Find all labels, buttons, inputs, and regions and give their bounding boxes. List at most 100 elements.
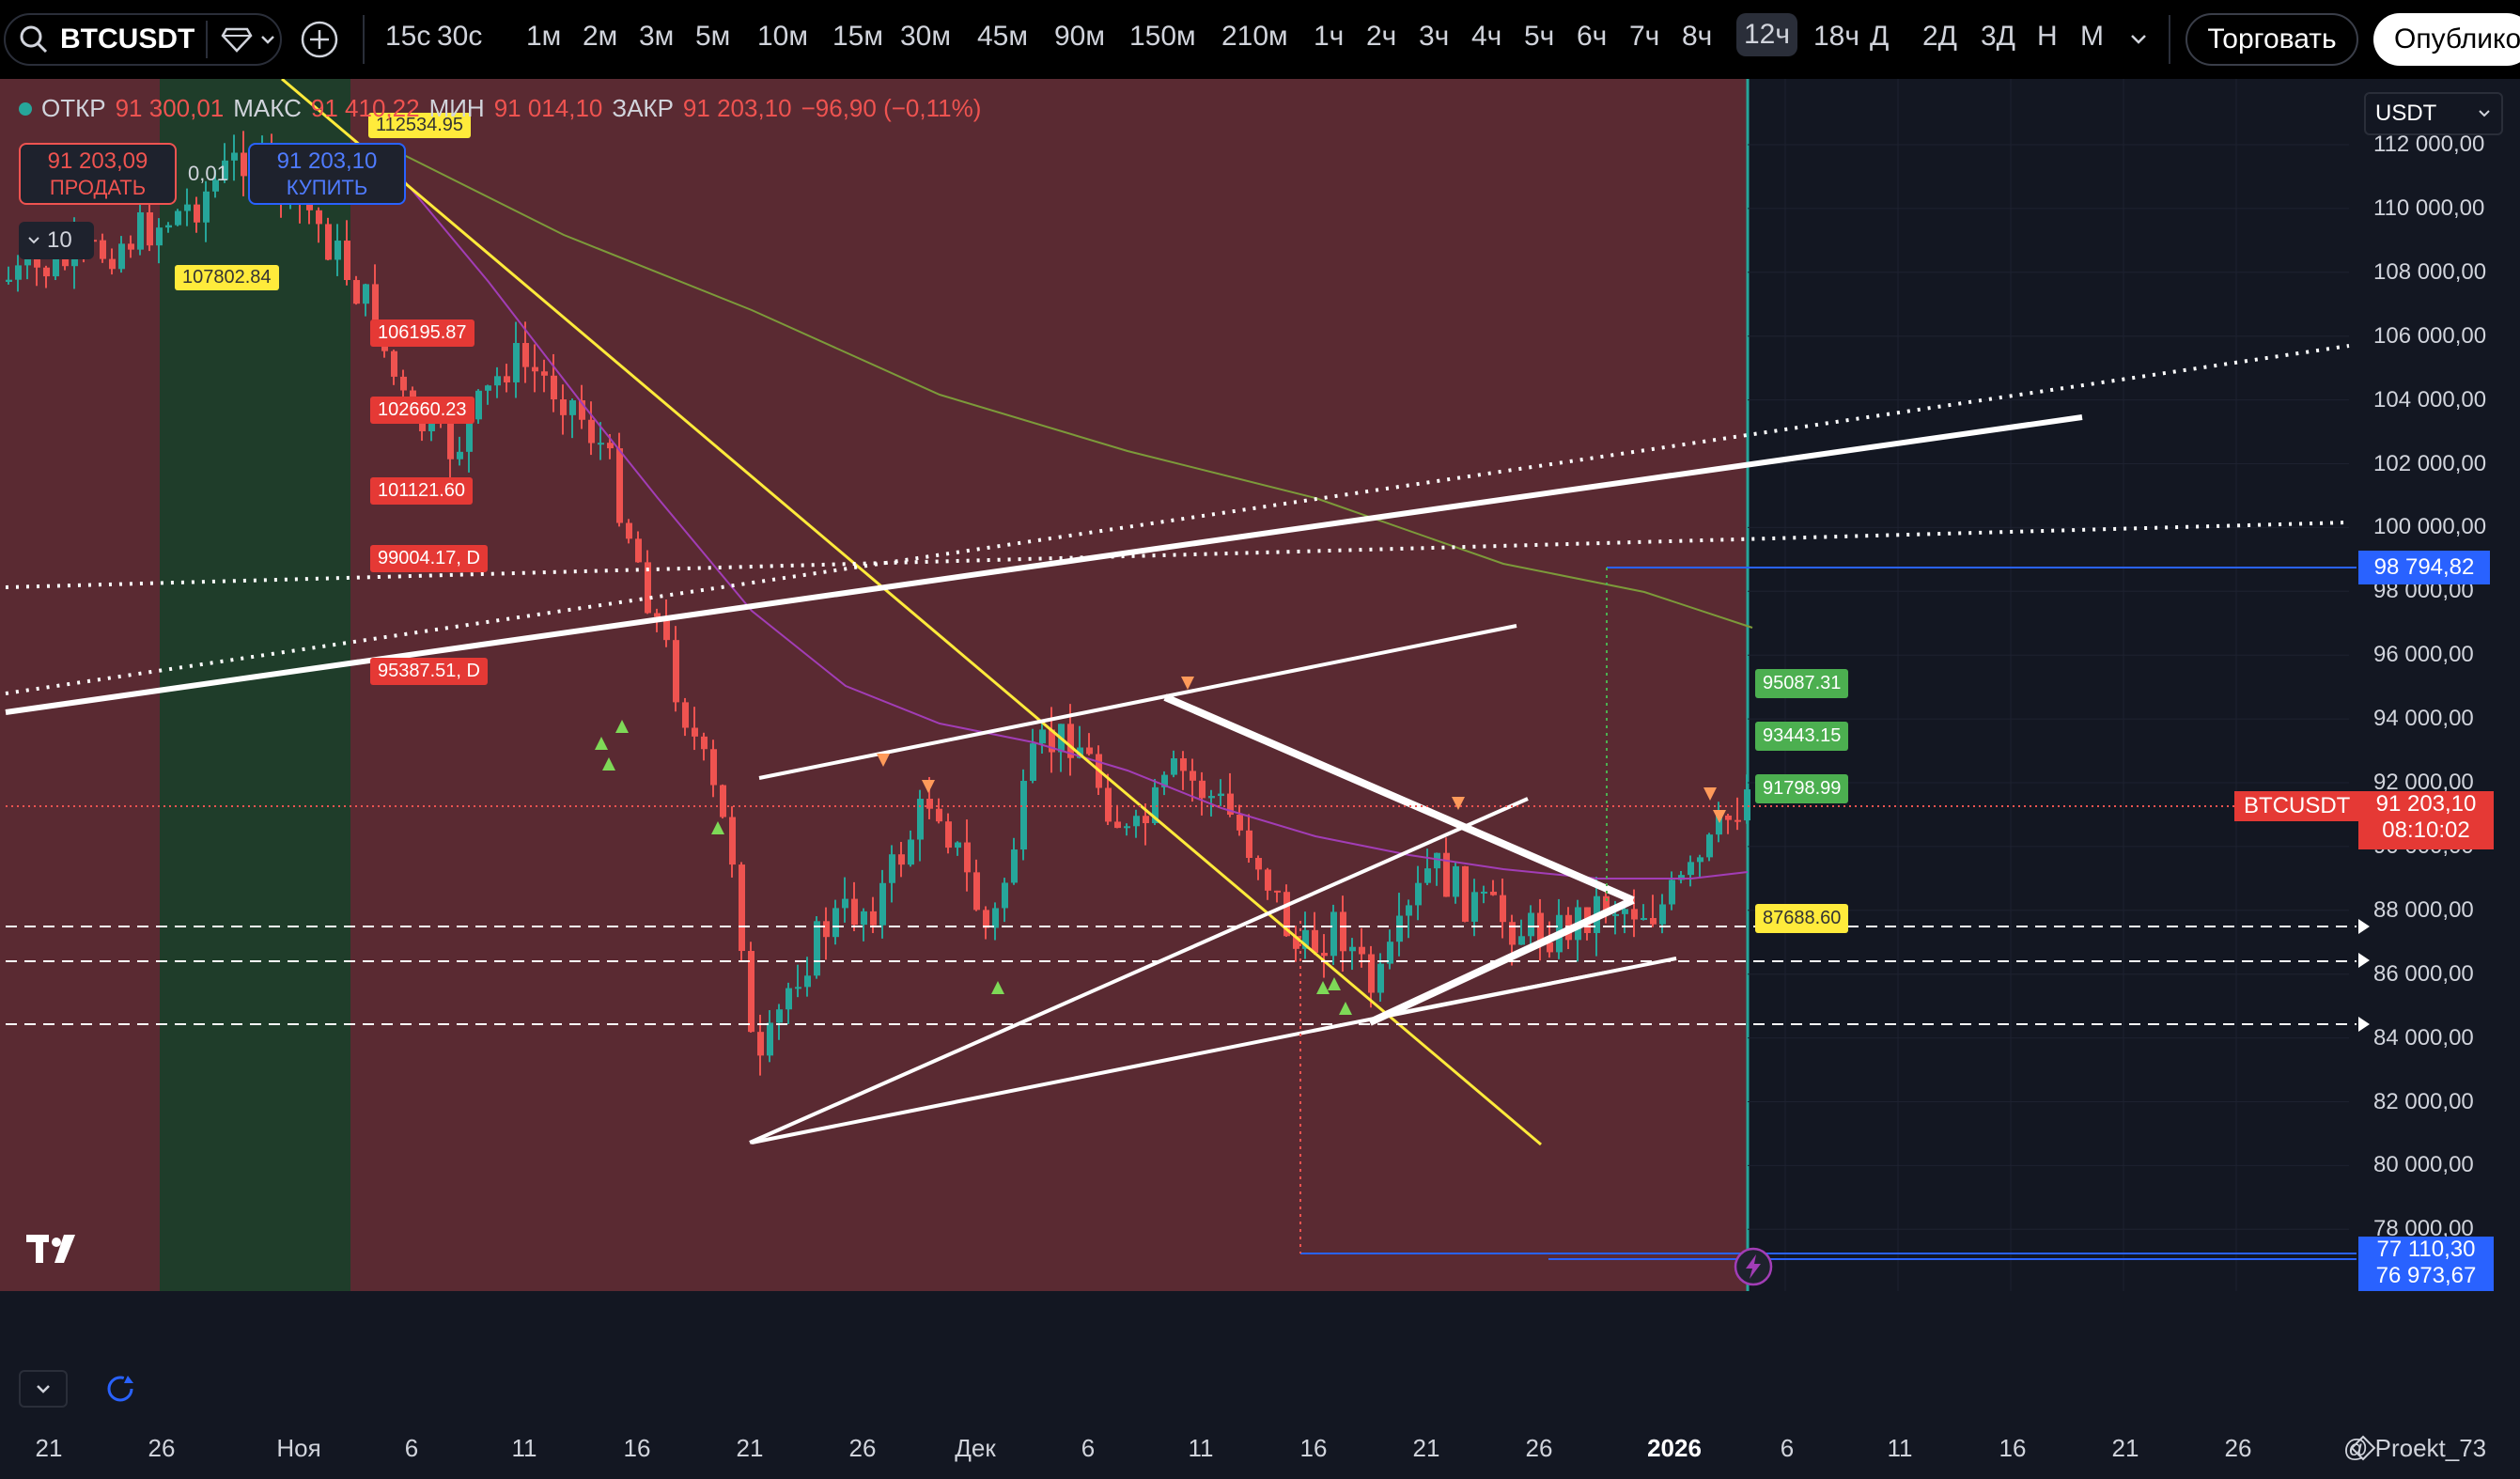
buy-button[interactable]: 91 203,10 КУПИТЬ [248, 143, 406, 205]
timeframe-150м[interactable]: 150м [1129, 21, 1196, 52]
publish-button[interactable]: Опублико [2373, 13, 2520, 66]
legend-low-label: МИН [428, 94, 485, 122]
timeframe-12ч[interactable]: 12ч [1736, 13, 1797, 56]
diamond-icon[interactable] [221, 25, 253, 54]
candle-body [673, 640, 679, 703]
candle-body [1518, 936, 1525, 945]
sell-signal-marker [1452, 797, 1465, 810]
top-toolbar: BTCUSDT 15с 30с 1м 2м 3м 5м 10м 15м 30м 45м 90м 150… [0, 0, 2520, 79]
lightning-icon[interactable] [1733, 1246, 1774, 1287]
candle-body [635, 538, 642, 563]
timeframe-10м[interactable]: 10м [757, 21, 808, 52]
timeframe-3м[interactable]: 3м [639, 21, 675, 52]
timeframe-45м[interactable]: 45м [977, 21, 1028, 52]
candle-body [1067, 724, 1074, 758]
candle-body [513, 343, 520, 382]
date-axis-label: 21 [736, 1434, 764, 1462]
timeframe-90м[interactable]: 90м [1054, 21, 1105, 52]
candle-body [945, 821, 952, 848]
settings-icon[interactable] [2349, 1434, 2377, 1462]
candle-body [1086, 747, 1093, 755]
price-label-green: 93443.15 [1755, 722, 1849, 751]
trade-button[interactable]: Торговать [2186, 13, 2358, 66]
timeframe-3ч[interactable]: 3ч [1419, 21, 1450, 52]
timeframe-2Д[interactable]: 2Д [1922, 21, 1958, 52]
timeframe-1ч[interactable]: 1ч [1314, 21, 1345, 52]
timeframe-Д[interactable]: Д [1870, 21, 1890, 52]
collapse-button[interactable] [19, 1370, 68, 1408]
candle-body [560, 399, 567, 415]
candle-body [34, 255, 40, 268]
chevron-down-icon[interactable] [2127, 28, 2150, 51]
candle-body [645, 562, 651, 614]
candle-body [1171, 758, 1177, 775]
candle-body [6, 279, 12, 282]
chevron-down-icon[interactable] [258, 30, 277, 49]
timeframe-4ч[interactable]: 4ч [1471, 21, 1502, 52]
candle-body [109, 258, 116, 270]
legend-open-label: ОТКР [41, 94, 106, 122]
quantity-stepper[interactable]: 10 [19, 222, 94, 259]
candle-body [1246, 830, 1252, 859]
timeframe-8ч[interactable]: 8ч [1682, 21, 1713, 52]
sell-signal-marker [1703, 787, 1717, 801]
trendline-white-long [5, 414, 2083, 715]
chart-area[interactable]: 112534.95 107802.84 106195.87 102660.23 … [0, 79, 2520, 1479]
candle-body [184, 204, 191, 211]
candle-body [870, 911, 877, 926]
timeframe-М[interactable]: М [2080, 21, 2104, 52]
candle-body [1509, 922, 1516, 945]
date-axis[interactable]: 21 26 Ноя 6 11 16 21 26 Дек 6 11 16 21 26 2026 6 11 16 21 2… [0, 1419, 2520, 1479]
candle-body [1030, 743, 1036, 782]
timeframe-18ч[interactable]: 18ч [1813, 21, 1859, 52]
sell-signal-marker [1713, 810, 1726, 823]
timeframe-30с[interactable]: 30с [437, 21, 483, 52]
sell-price: 91 203,09 [47, 148, 148, 174]
buy-signal-marker [595, 737, 608, 750]
ma-green-line [394, 149, 1753, 629]
candle-body [1321, 953, 1328, 957]
candle-body [1744, 789, 1750, 821]
wedge-thin [1377, 957, 1677, 1019]
channel-upper [758, 624, 1517, 780]
spread-value: 0,01 [188, 162, 228, 185]
timeframe-210м[interactable]: 210м [1221, 21, 1288, 52]
legend-low-value: 91 014,10 [493, 94, 603, 122]
candle-body [1237, 815, 1243, 831]
symbol-name: BTCUSDT [60, 23, 195, 54]
timeframe-Н[interactable]: Н [2037, 21, 2058, 52]
candle-body [654, 613, 661, 617]
date-axis-label: 16 [1999, 1434, 2027, 1462]
symbol-search[interactable]: BTCUSDT [4, 13, 282, 66]
sell-signal-marker [922, 780, 935, 793]
add-symbol-icon[interactable] [299, 19, 340, 60]
price-axis-label: 96 000,00 [2373, 642, 2474, 668]
candle-body [551, 375, 557, 400]
sell-button[interactable]: 91 203,09 ПРОДАТЬ [19, 143, 177, 205]
candle-body [1659, 904, 1666, 925]
timeframe-6ч[interactable]: 6ч [1577, 21, 1608, 52]
timeframe-1м[interactable]: 1м [526, 21, 562, 52]
timeframe-7ч[interactable]: 7ч [1629, 21, 1660, 52]
candle-body [306, 200, 313, 210]
timeframe-5м[interactable]: 5м [695, 21, 731, 52]
candle-body [1612, 913, 1619, 916]
timeframe-15с[interactable]: 15с [385, 21, 431, 52]
timeframe-5ч[interactable]: 5ч [1524, 21, 1555, 52]
refresh-icon[interactable] [103, 1372, 137, 1406]
timeframe-2ч[interactable]: 2ч [1366, 21, 1397, 52]
timeframe-30м[interactable]: 30м [900, 21, 951, 52]
date-axis-label: 26 [848, 1434, 877, 1462]
candle-body [1190, 771, 1196, 781]
candle-body [353, 280, 360, 304]
candle-body [964, 842, 971, 873]
candle-body [926, 799, 933, 809]
currency-select[interactable]: USDT [2364, 92, 2503, 135]
chart-canvas[interactable] [0, 79, 2520, 1479]
timeframe-15м[interactable]: 15м [832, 21, 883, 52]
price-axis-label: 102 000,00 [2373, 450, 2487, 476]
candle-body [1302, 929, 1309, 949]
timeframe-3Д[interactable]: 3Д [1981, 21, 2016, 52]
search-icon [20, 25, 48, 54]
timeframe-2м[interactable]: 2м [583, 21, 618, 52]
